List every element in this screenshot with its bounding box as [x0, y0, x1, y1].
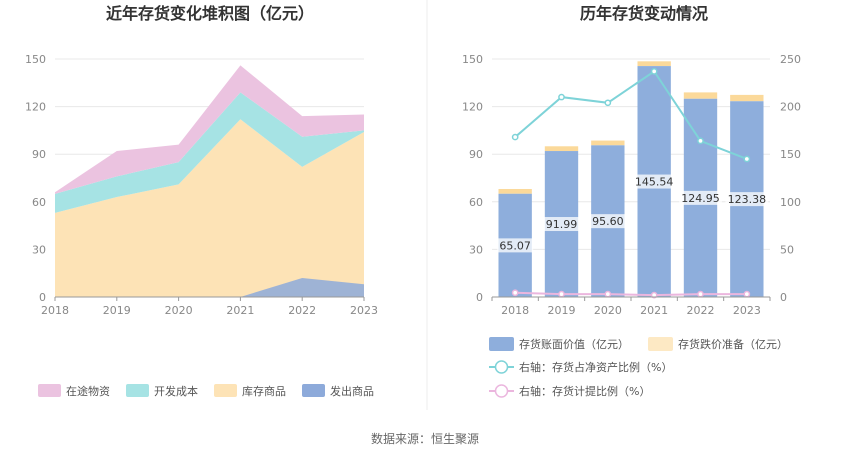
right-legend-label: 存货跌价准备（亿元）	[678, 337, 788, 351]
bar-label-bg	[589, 214, 626, 229]
right-legend-label: 存货账面价值（亿元）	[519, 337, 629, 351]
right-y-tick-label: 0	[476, 291, 483, 304]
right-y2-tick-label: 50	[780, 243, 794, 256]
right-legend-swatch-book	[489, 337, 514, 351]
right-legend-label: 右轴：存货占净资产比例（%）	[519, 360, 672, 374]
right-chart-title: 历年存货变动情况	[580, 4, 708, 23]
right-y-tick-label: 60	[469, 196, 483, 209]
right-chart-legend: 存货账面价值（亿元） 存货跌价准备（亿元） 右轴：存货占净资产比例（%） 右轴：存货计…	[489, 337, 788, 398]
right-chart-bars: 65.07 91.99 95.60 145.54 124.95 123.38	[497, 61, 769, 298]
bar-label-bg	[543, 217, 580, 232]
bar-value-label: 145.54	[635, 176, 674, 189]
left-y-tick-label: 90	[32, 148, 46, 161]
bar-label-bg	[725, 192, 769, 207]
right-chart-axes: 0 30 60 90 120 150 0 50 100 150 200 250 2018 2019 2020…	[462, 53, 801, 317]
left-y-tick-label: 0	[39, 291, 46, 304]
left-chart-areas	[55, 65, 364, 297]
left-chart-title: 近年存货变化堆积图（亿元）	[106, 4, 314, 23]
line-point	[650, 68, 658, 75]
left-x-tick-label: 2020	[165, 304, 193, 317]
bar-label-bg	[679, 190, 722, 205]
bar-label-bg	[632, 174, 676, 189]
line-point	[743, 155, 751, 163]
bar-provision	[544, 146, 579, 152]
line-point	[511, 289, 519, 297]
bar-label-bg	[497, 238, 534, 253]
area-series-在途物资	[55, 65, 364, 194]
right-legend-marker	[494, 384, 509, 398]
left-x-tick-label: 2021	[226, 304, 254, 317]
right-y-tick-label: 150	[462, 53, 483, 66]
bar-value-label: 65.07	[499, 239, 531, 252]
left-legend-swatch	[38, 384, 61, 397]
right-legend-swatch-provision	[648, 337, 673, 351]
right-x-tick-label: 2023	[733, 304, 761, 317]
left-y-tick-label: 150	[25, 53, 46, 66]
bar-value-label: 95.60	[592, 215, 624, 228]
left-x-tick-label: 2023	[350, 304, 378, 317]
bar-provision	[730, 94, 764, 102]
line-point	[558, 290, 565, 298]
right-y2-tick-label: 200	[780, 101, 801, 114]
right-legend-label: 右轴：存货计提比例（%）	[519, 384, 650, 398]
right-y2-tick-label: 0	[780, 291, 787, 304]
left-chart-axes: 0 30 60 90 120 150 2018 2019 2020 2021 2022 2023	[25, 53, 378, 317]
right-chart-lines	[511, 68, 751, 299]
line-point	[604, 290, 612, 298]
bar-value-label: 123.38	[728, 193, 767, 206]
line-point	[511, 133, 519, 141]
left-legend-label: 开发成本	[154, 384, 198, 398]
area-series-开发成本	[55, 92, 364, 213]
right-y-tick-label: 120	[462, 101, 483, 114]
bar-value-label: 124.95	[681, 192, 720, 205]
line-point	[697, 290, 704, 298]
left-legend-label: 库存商品	[242, 384, 286, 398]
right-y-tick-label: 90	[469, 148, 483, 161]
left-x-tick-label: 2018	[41, 304, 69, 317]
right-y2-tick-label: 100	[780, 196, 801, 209]
left-legend-label: 发出商品	[330, 384, 374, 398]
left-x-tick-label: 2022	[288, 304, 316, 317]
bar-value-label: 91.99	[546, 218, 578, 231]
left-legend-label: 在途物资	[66, 384, 110, 398]
line-point	[604, 99, 612, 107]
area-series-发出商品	[55, 277, 364, 297]
bar-provision	[498, 188, 532, 194]
right-y2-tick-label: 250	[780, 53, 801, 66]
left-y-tick-label: 30	[32, 243, 46, 256]
left-x-tick-label: 2019	[103, 304, 131, 317]
line-point	[558, 93, 565, 101]
right-x-tick-label: 2020	[594, 304, 622, 317]
left-legend-swatch	[214, 384, 237, 397]
left-legend-swatch	[302, 384, 325, 397]
area-series-库存商品	[55, 119, 364, 297]
bar-provision	[683, 92, 718, 99]
right-x-tick-label: 2021	[640, 304, 668, 317]
line-point	[697, 137, 704, 145]
line-point	[650, 291, 658, 299]
bar-provision	[637, 61, 671, 67]
left-chart-legend: 在途物资 开发成本 库存商品 发出商品	[38, 384, 374, 398]
line-series-3	[515, 291, 747, 297]
right-x-tick-label: 2019	[548, 304, 576, 317]
line-series-2	[514, 69, 748, 160]
right-chart-grid	[492, 58, 770, 298]
right-x-tick-label: 2018	[501, 304, 529, 317]
bar-provision	[591, 140, 625, 146]
left-y-tick-label: 120	[25, 101, 46, 114]
right-x-tick-label: 2022	[687, 304, 715, 317]
line-point	[743, 290, 751, 298]
left-y-tick-label: 60	[32, 196, 46, 209]
data-source: 数据来源：恒生聚源	[371, 431, 479, 446]
right-y-tick-label: 30	[469, 243, 483, 256]
left-legend-swatch	[126, 384, 149, 397]
right-y2-tick-label: 150	[780, 148, 801, 161]
right-legend-marker	[494, 360, 509, 374]
